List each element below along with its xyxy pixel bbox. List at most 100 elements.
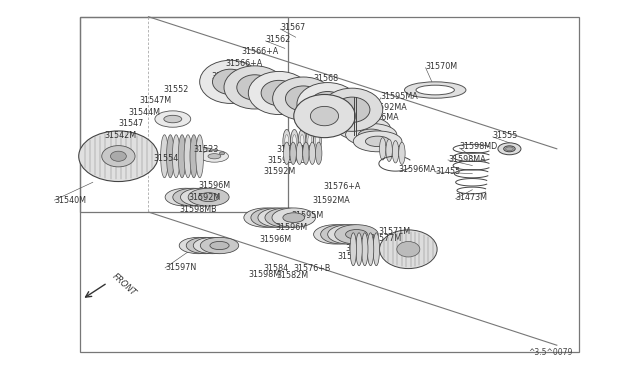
Text: 31598MC: 31598MC: [268, 156, 305, 165]
Ellipse shape: [300, 135, 304, 148]
Text: 31592M: 31592M: [264, 167, 296, 176]
Ellipse shape: [316, 135, 319, 148]
Ellipse shape: [314, 129, 321, 153]
Ellipse shape: [324, 230, 346, 239]
Text: 31576+B: 31576+B: [293, 264, 330, 273]
Ellipse shape: [198, 193, 219, 202]
Text: 31592MA: 31592MA: [312, 196, 350, 205]
Text: 31555: 31555: [493, 131, 518, 140]
Ellipse shape: [498, 143, 521, 155]
Text: 31596M: 31596M: [275, 223, 307, 232]
Ellipse shape: [194, 149, 222, 161]
Ellipse shape: [258, 208, 301, 227]
Text: 31473M: 31473M: [456, 193, 488, 202]
Text: 31592M: 31592M: [189, 193, 221, 202]
Ellipse shape: [298, 129, 306, 153]
Ellipse shape: [337, 116, 390, 140]
Ellipse shape: [244, 208, 287, 227]
Ellipse shape: [191, 193, 211, 202]
Ellipse shape: [380, 230, 437, 269]
Ellipse shape: [262, 213, 284, 222]
Text: 31595M: 31595M: [291, 211, 323, 219]
Ellipse shape: [303, 142, 309, 164]
Ellipse shape: [328, 225, 371, 244]
Ellipse shape: [196, 241, 215, 250]
Ellipse shape: [321, 225, 364, 244]
Ellipse shape: [386, 139, 392, 161]
Text: 31554: 31554: [154, 154, 179, 163]
Ellipse shape: [166, 135, 174, 178]
Text: 31598M: 31598M: [248, 270, 280, 279]
Text: 31547: 31547: [118, 119, 143, 128]
Ellipse shape: [273, 77, 334, 120]
Ellipse shape: [506, 147, 513, 151]
Text: 31523: 31523: [194, 145, 219, 154]
Ellipse shape: [186, 237, 225, 254]
Ellipse shape: [188, 188, 229, 206]
Text: ^3.5^0079: ^3.5^0079: [529, 348, 573, 357]
Ellipse shape: [193, 237, 232, 254]
Text: FRONT: FRONT: [110, 272, 138, 298]
Ellipse shape: [380, 138, 386, 160]
Text: 31570M: 31570M: [426, 62, 458, 71]
Ellipse shape: [189, 241, 208, 250]
Ellipse shape: [339, 230, 360, 239]
Text: 31596M: 31596M: [259, 235, 291, 244]
Ellipse shape: [397, 241, 420, 257]
Ellipse shape: [346, 230, 367, 239]
Ellipse shape: [296, 142, 303, 164]
Ellipse shape: [237, 75, 273, 100]
Ellipse shape: [349, 122, 378, 134]
Ellipse shape: [290, 142, 296, 164]
Ellipse shape: [224, 66, 285, 109]
Text: 31596MA: 31596MA: [346, 128, 383, 137]
Ellipse shape: [285, 135, 289, 148]
Ellipse shape: [292, 135, 296, 148]
Text: 31584: 31584: [264, 264, 289, 273]
Text: 31576: 31576: [338, 252, 363, 261]
Text: 31582M: 31582M: [276, 271, 308, 280]
Ellipse shape: [332, 230, 353, 239]
Ellipse shape: [164, 115, 182, 123]
Ellipse shape: [212, 69, 248, 94]
Ellipse shape: [180, 188, 221, 206]
Text: 31575: 31575: [346, 244, 371, 253]
Ellipse shape: [195, 151, 208, 156]
Text: 31567: 31567: [280, 23, 305, 32]
Ellipse shape: [265, 208, 308, 227]
Ellipse shape: [310, 92, 346, 117]
Ellipse shape: [314, 225, 357, 244]
Ellipse shape: [202, 152, 214, 157]
Ellipse shape: [362, 233, 368, 266]
Text: 31598MA: 31598MA: [448, 155, 486, 164]
Ellipse shape: [316, 142, 322, 164]
Ellipse shape: [350, 233, 356, 266]
Text: 31455: 31455: [435, 167, 460, 176]
Text: 31598MD: 31598MD: [460, 142, 498, 151]
Ellipse shape: [269, 213, 291, 222]
Ellipse shape: [309, 142, 316, 164]
Ellipse shape: [208, 154, 221, 159]
Text: 31542M: 31542M: [104, 131, 136, 140]
Ellipse shape: [173, 188, 214, 206]
Ellipse shape: [172, 135, 180, 178]
Ellipse shape: [276, 213, 298, 222]
Ellipse shape: [183, 193, 204, 202]
Text: 31598MB: 31598MB: [179, 205, 217, 214]
Text: 31596M: 31596M: [198, 181, 230, 190]
Ellipse shape: [155, 111, 191, 127]
Ellipse shape: [188, 147, 216, 159]
Ellipse shape: [200, 150, 228, 162]
Ellipse shape: [210, 241, 229, 250]
Text: 31540M: 31540M: [54, 196, 86, 205]
Ellipse shape: [196, 135, 204, 178]
Ellipse shape: [346, 124, 397, 146]
Ellipse shape: [285, 86, 321, 111]
Text: 31562: 31562: [266, 35, 291, 44]
Ellipse shape: [306, 129, 314, 153]
Ellipse shape: [184, 135, 192, 178]
Ellipse shape: [284, 142, 290, 164]
Text: 31577M: 31577M: [370, 234, 402, 243]
Ellipse shape: [251, 208, 294, 227]
Text: 31576+A: 31576+A: [324, 182, 361, 190]
